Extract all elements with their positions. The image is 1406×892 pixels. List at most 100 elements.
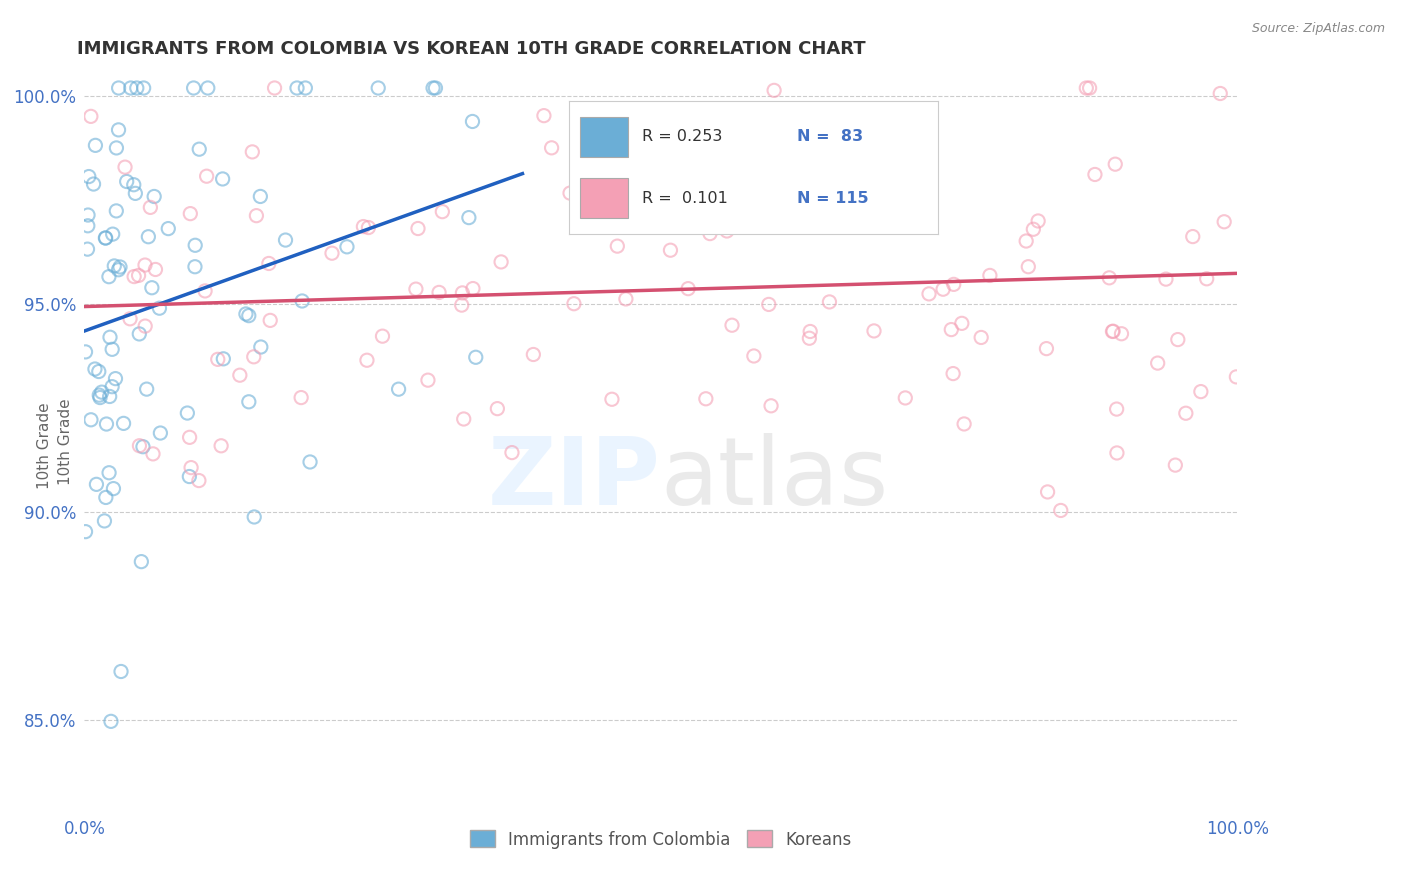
Koreans — [1167, 333, 1189, 347]
Immigrants from Colombia — [238, 309, 260, 323]
Koreans — [1035, 342, 1057, 356]
Immigrants from Colombia — [93, 514, 115, 528]
Koreans — [501, 445, 523, 459]
Koreans — [721, 318, 744, 333]
Immigrants from Colombia — [77, 208, 100, 222]
Koreans — [128, 439, 150, 453]
Koreans — [558, 186, 581, 200]
Immigrants from Colombia — [336, 240, 359, 254]
Immigrants from Colombia — [122, 178, 145, 192]
Koreans — [863, 324, 886, 338]
Immigrants from Colombia — [84, 362, 107, 376]
Koreans — [533, 109, 555, 123]
Immigrants from Colombia — [274, 233, 297, 247]
Koreans — [263, 81, 285, 95]
Koreans — [179, 206, 201, 220]
Koreans — [114, 160, 136, 174]
Koreans — [614, 292, 637, 306]
Immigrants from Colombia — [176, 406, 198, 420]
Koreans — [1104, 157, 1126, 171]
Koreans — [451, 285, 474, 300]
Immigrants from Colombia — [285, 81, 308, 95]
Immigrants from Colombia — [249, 189, 271, 203]
Koreans — [830, 138, 852, 153]
Immigrants from Colombia — [299, 455, 322, 469]
Koreans — [371, 329, 394, 343]
Immigrants from Colombia — [188, 142, 211, 156]
Koreans — [139, 200, 162, 214]
Koreans — [405, 282, 427, 296]
Koreans — [1111, 326, 1133, 341]
Immigrants from Colombia — [157, 221, 180, 235]
Immigrants from Colombia — [108, 260, 131, 274]
Immigrants from Colombia — [457, 211, 479, 225]
Immigrants from Colombia — [132, 81, 155, 95]
Text: atlas: atlas — [661, 433, 889, 524]
Koreans — [1164, 458, 1187, 472]
Koreans — [134, 319, 156, 334]
Immigrants from Colombia — [250, 340, 273, 354]
Koreans — [461, 282, 484, 296]
Koreans — [259, 313, 281, 327]
Koreans — [1015, 234, 1038, 248]
Text: IMMIGRANTS FROM COLOMBIA VS KOREAN 10TH GRADE CORRELATION CHART: IMMIGRANTS FROM COLOMBIA VS KOREAN 10TH … — [77, 40, 866, 58]
Koreans — [290, 391, 312, 405]
Immigrants from Colombia — [83, 177, 105, 191]
Koreans — [659, 244, 682, 258]
Koreans — [815, 128, 838, 142]
Koreans — [685, 210, 707, 224]
Koreans — [321, 246, 343, 260]
Koreans — [932, 282, 955, 296]
Immigrants from Colombia — [291, 293, 314, 308]
Koreans — [128, 268, 150, 283]
Immigrants from Colombia — [132, 440, 155, 454]
Koreans — [80, 109, 103, 123]
Immigrants from Colombia — [94, 491, 117, 505]
Immigrants from Colombia — [84, 138, 107, 153]
Immigrants from Colombia — [120, 81, 142, 95]
Immigrants from Colombia — [94, 231, 117, 245]
Koreans — [761, 145, 783, 159]
Immigrants from Colombia — [107, 262, 129, 277]
Koreans — [942, 367, 965, 381]
Immigrants from Colombia — [76, 242, 98, 256]
Immigrants from Colombia — [101, 343, 124, 357]
Immigrants from Colombia — [98, 389, 121, 403]
Koreans — [1101, 325, 1123, 339]
Koreans — [979, 268, 1001, 283]
Koreans — [1146, 356, 1168, 370]
Koreans — [122, 269, 145, 284]
Koreans — [242, 350, 264, 364]
Koreans — [1209, 87, 1232, 101]
Immigrants from Colombia — [103, 482, 125, 496]
Immigrants from Colombia — [100, 714, 122, 729]
Immigrants from Colombia — [87, 364, 110, 378]
Immigrants from Colombia — [77, 169, 100, 184]
Immigrants from Colombia — [104, 371, 127, 385]
Koreans — [145, 262, 167, 277]
Text: 10th Grade: 10th Grade — [38, 402, 52, 490]
Koreans — [799, 331, 821, 345]
Y-axis label: 10th Grade: 10th Grade — [58, 398, 73, 485]
Immigrants from Colombia — [124, 186, 146, 201]
Koreans — [1076, 81, 1098, 95]
Immigrants from Colombia — [94, 231, 117, 245]
Koreans — [848, 194, 870, 209]
Immigrants from Colombia — [243, 510, 266, 524]
Koreans — [357, 220, 380, 235]
Koreans — [894, 391, 917, 405]
Immigrants from Colombia — [112, 417, 135, 431]
Immigrants from Colombia — [110, 665, 132, 679]
Koreans — [1225, 370, 1247, 384]
Koreans — [1102, 324, 1125, 338]
Immigrants from Colombia — [184, 260, 207, 274]
Koreans — [416, 373, 439, 387]
Koreans — [676, 282, 699, 296]
Immigrants from Colombia — [422, 81, 444, 95]
Koreans — [917, 207, 939, 221]
Immigrants from Colombia — [149, 425, 172, 440]
Koreans — [763, 83, 786, 97]
Koreans — [716, 224, 738, 238]
Immigrants from Colombia — [101, 227, 124, 241]
Koreans — [1098, 270, 1121, 285]
